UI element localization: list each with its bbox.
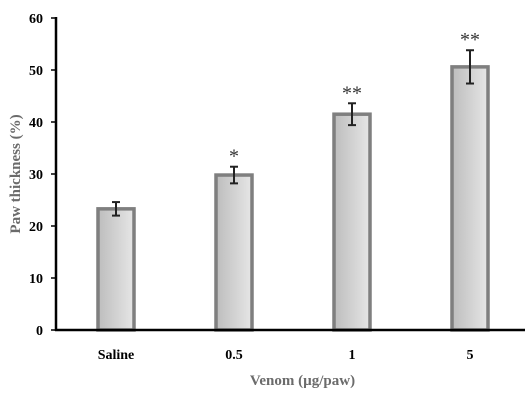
bar-1 — [332, 112, 372, 332]
bar-5 — [450, 65, 490, 332]
y-tick-label: 0 — [36, 324, 43, 339]
y-axis-ticks: 0 10 20 30 40 50 60 — [29, 12, 56, 339]
y-tick-label: 50 — [29, 64, 43, 79]
x-tick-label: 1 — [349, 348, 356, 363]
significance-label: ** — [460, 29, 480, 51]
bars-group — [96, 65, 490, 332]
y-tick-label: 40 — [29, 116, 43, 131]
bar-Saline — [96, 207, 136, 332]
x-tick-label: Saline — [98, 348, 135, 363]
y-tick-label: 30 — [29, 168, 43, 183]
significance-label: * — [229, 146, 239, 168]
error-bars-group — [112, 49, 474, 217]
y-tick-label: 20 — [29, 220, 43, 235]
y-tick-label: 60 — [29, 12, 43, 27]
x-axis-title: Venom (µg/paw) — [250, 373, 355, 389]
significance-labels-group: ***** — [229, 29, 480, 167]
x-tick-label: 5 — [467, 348, 474, 363]
y-tick-label: 10 — [29, 272, 43, 287]
y-axis-title: Paw thickness (%) — [8, 114, 24, 233]
bar-0.5 — [214, 173, 254, 332]
x-axis-tick-labels: Saline 0.5 1 5 — [98, 348, 474, 363]
x-tick-label: 0.5 — [225, 348, 243, 363]
significance-label: ** — [342, 82, 362, 104]
